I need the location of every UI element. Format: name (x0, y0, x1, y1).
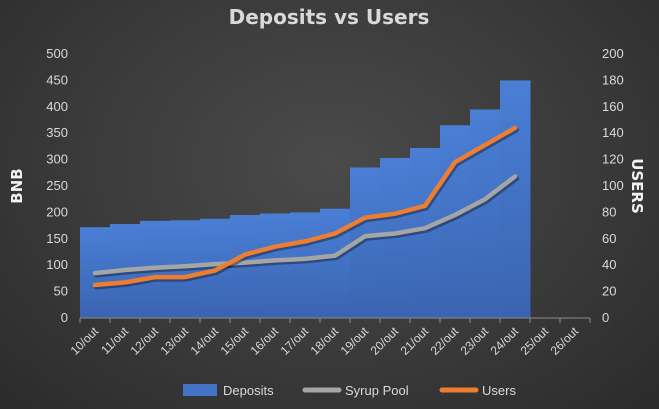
y2-tick-label: 120 (602, 152, 624, 167)
legend-swatch (183, 384, 217, 396)
x-tick-label: 14/out (188, 324, 222, 358)
y-tick-label: 250 (46, 178, 68, 193)
x-tick-label: 19/out (338, 324, 372, 358)
legend-label: Users (482, 383, 516, 398)
chart-title: Deposits vs Users (229, 5, 430, 29)
deposit-bar (500, 80, 531, 319)
x-tick-label: 12/out (128, 324, 162, 358)
series-line-syrup-pool (92, 174, 518, 276)
y2-tick-label: 140 (602, 125, 624, 140)
y-tick-label: 300 (46, 152, 68, 167)
legend-label: Syrup Pool (345, 383, 409, 398)
y-tick-label: 200 (46, 204, 68, 219)
x-tick-label: 15/out (218, 324, 252, 358)
y-tick-label: 100 (46, 257, 68, 272)
x-tick-label: 20/out (368, 324, 402, 358)
legend-label: Deposits (223, 383, 274, 398)
x-tick-label: 13/out (158, 324, 192, 358)
x-tick-label: 23/out (458, 324, 492, 358)
x-tick-label: 11/out (98, 324, 131, 357)
x-tick-label: 24/out (488, 324, 522, 358)
y-tick-label: 150 (46, 231, 68, 246)
x-tick-label: 25/out (518, 324, 552, 358)
deposit-bar (380, 158, 411, 318)
deposit-bar (230, 215, 261, 318)
y-axis-title: BNB (8, 168, 26, 203)
x-tick-label: 18/out (308, 324, 342, 358)
x-tick-label: 16/out (248, 324, 282, 358)
y2-tick-label: 100 (602, 178, 624, 193)
y-tick-label: 400 (46, 99, 68, 114)
deposit-bar (320, 208, 351, 318)
deposit-bar (170, 220, 201, 318)
y-tick-label: 500 (46, 46, 68, 61)
y2-tick-label: 180 (602, 72, 624, 87)
y-tick-label: 50 (54, 284, 68, 299)
y2-axis-title: USERS (628, 158, 646, 214)
y2-tick-label: 60 (602, 231, 616, 246)
y2-tick-label: 20 (602, 284, 616, 299)
series-line-users (92, 125, 518, 288)
x-tick-label: 17/out (278, 324, 312, 358)
y-tick-label: 450 (46, 72, 68, 87)
y2-tick-label: 80 (602, 204, 616, 219)
legend: Deposits Syrup Pool Users (183, 383, 516, 398)
y2-tick-label: 0 (602, 310, 609, 325)
x-tick-label: 10/out (68, 324, 102, 358)
y-tick-label: 0 (61, 310, 68, 325)
x-tick-label: 26/out (548, 324, 582, 358)
deposit-bar (260, 213, 291, 318)
y2-tick-label: 200 (602, 46, 624, 61)
y2-tick-label: 160 (602, 99, 624, 114)
x-tick-label: 22/out (428, 324, 462, 358)
deposit-bar (410, 147, 441, 318)
plot-area: 0 50 100 150 200 250 300 350 400 450 500 0 20 40 60 80 1… (46, 46, 623, 358)
x-tick-label: 21/out (398, 324, 432, 358)
deposit-bar (290, 212, 321, 318)
y2-tick-label: 40 (602, 257, 616, 272)
y-tick-label: 350 (46, 125, 68, 140)
